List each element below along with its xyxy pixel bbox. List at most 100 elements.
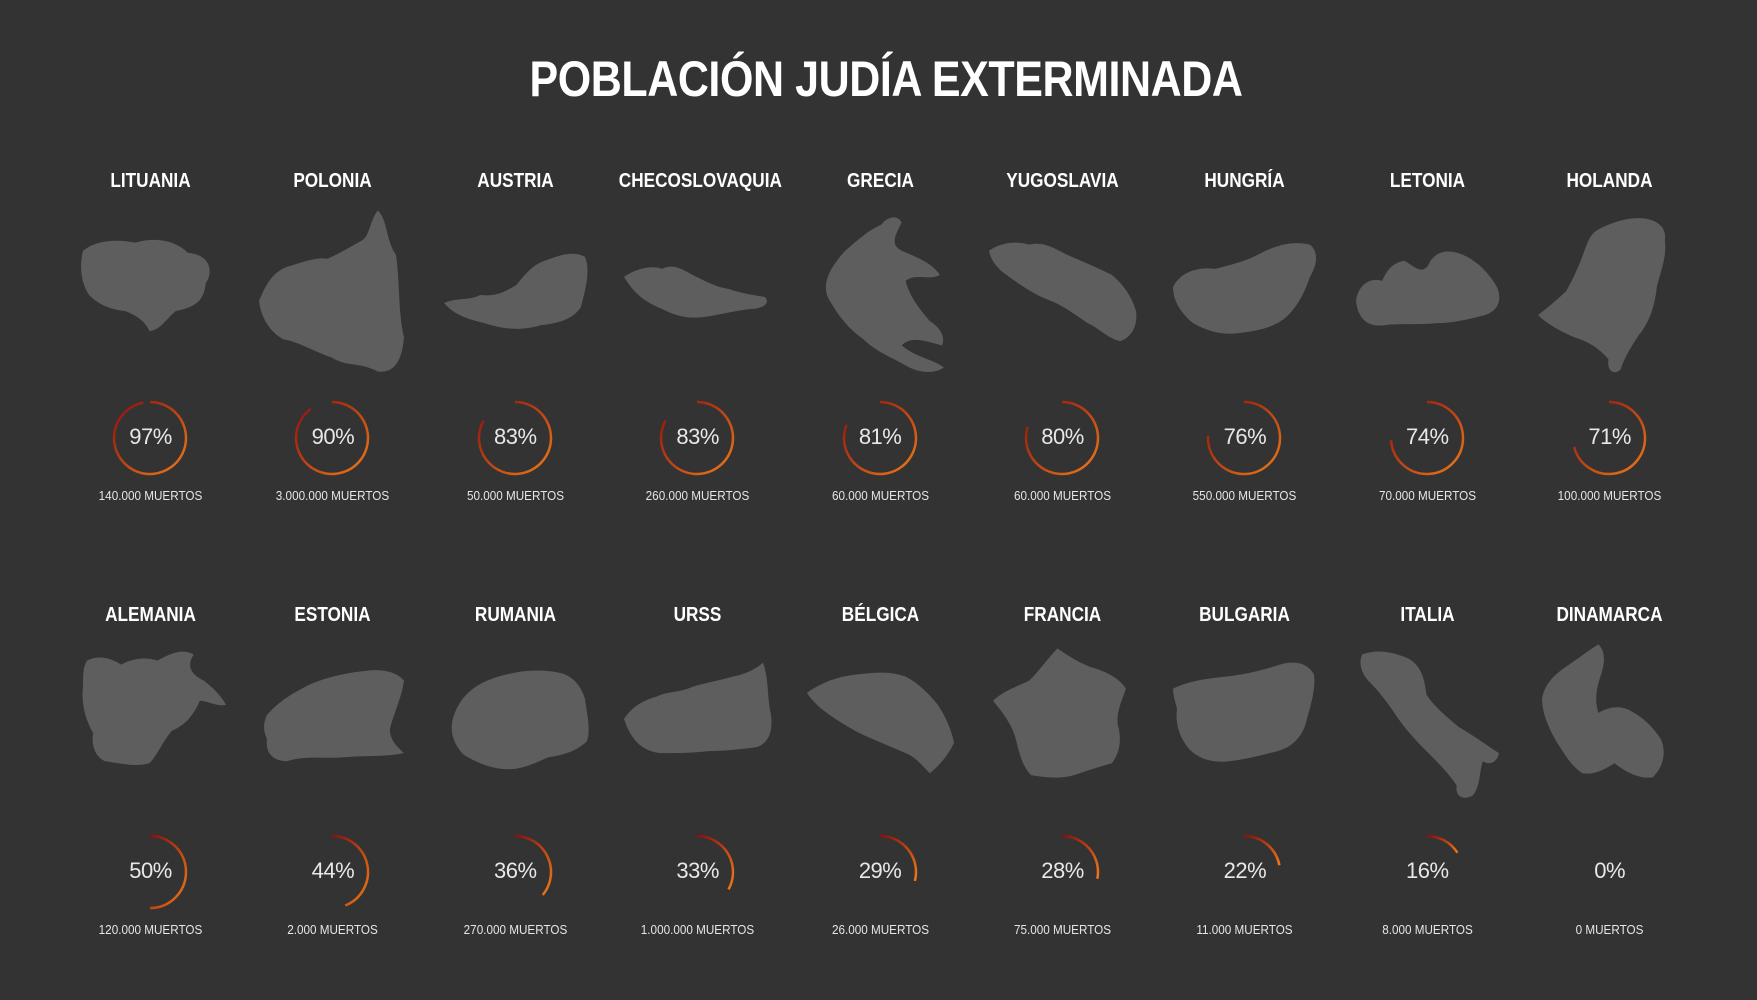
page-title: POBLACIÓN JUDÍA EXTERMINADA	[529, 51, 1243, 107]
percent-ring	[842, 400, 917, 476]
lithuania-map-shape	[81, 239, 210, 332]
deaths-label: 11.000 MUERTOS	[1196, 922, 1294, 937]
country-name: URSS	[673, 604, 722, 626]
country-name: RUMANIA	[474, 604, 556, 626]
percent-ring	[697, 834, 735, 890]
country-name: HOLANDA	[1566, 170, 1653, 192]
france-map-icon	[993, 648, 1126, 778]
percent-label: 50%	[129, 858, 172, 883]
country-name: YUGOSLAVIA	[1006, 170, 1119, 192]
percent-arc	[659, 400, 735, 476]
deaths-label: 75.000 MUERTOS	[1013, 922, 1112, 937]
ussr-map-shape	[624, 662, 772, 754]
country-name: CHECOSLOVAQUIA	[618, 170, 783, 192]
czechoslovakia-map-icon	[624, 266, 768, 318]
percent-ring	[1061, 834, 1100, 879]
percent-arc	[112, 400, 188, 476]
percent-arc	[295, 400, 370, 476]
czechoslovakia-map-shape	[624, 266, 768, 318]
country-card-francia: FRANCIA 28% 75.000 MUERTOS	[971, 604, 1154, 984]
italy-map-icon	[1360, 651, 1499, 798]
italy-map-shape	[1360, 651, 1499, 798]
denmark-map-shape	[1542, 644, 1664, 778]
percent-label: 90%	[311, 424, 355, 449]
greece-map-icon	[825, 217, 944, 372]
country-name: FRANCIA	[1023, 604, 1102, 626]
deaths-label: 60.000 MUERTOS	[1013, 488, 1112, 503]
country-name: BULGARIA	[1199, 604, 1291, 626]
percent-ring	[1244, 834, 1281, 866]
deaths-label: 60.000 MUERTOS	[831, 488, 929, 503]
deaths-label: 0 MUERTOS	[1575, 922, 1644, 937]
country-card-hungria: HUNGRÍA 76% 550.000 MUERTOS	[1153, 170, 1336, 550]
percent-arc	[1426, 834, 1459, 854]
country-card-estonia: ESTONIA 44% 2.000 MUERTOS	[241, 604, 424, 984]
percent-label: 83%	[676, 424, 719, 449]
country-name: LITUANIA	[110, 170, 191, 192]
country-name: GRECIA	[846, 170, 914, 192]
country-name: AUSTRIA	[477, 170, 554, 192]
percent-label: 16%	[1406, 858, 1449, 883]
percent-ring	[477, 400, 552, 476]
latvia-map-icon	[1355, 251, 1500, 326]
percent-arc	[1573, 400, 1647, 476]
deaths-label: 26.000 MUERTOS	[831, 922, 929, 937]
percent-label: 29%	[858, 858, 902, 883]
country-card-austria: AUSTRIA 83% 50.000 MUERTOS	[424, 170, 607, 550]
denmark-map-icon	[1542, 644, 1664, 778]
deaths-label: 50.000 MUERTOS	[466, 488, 564, 503]
percent-label: 76%	[1223, 424, 1267, 449]
country-name: LETONIA	[1389, 170, 1465, 192]
estonia-map-icon	[264, 670, 405, 762]
deaths-label: 260.000 MUERTOS	[645, 488, 750, 503]
country-card-polonia: POLONIA 90% 3.000.000 MUERTOS	[241, 170, 424, 550]
yugoslavia-map-icon	[989, 242, 1137, 342]
deaths-label: 8.000 MUERTOS	[1381, 922, 1473, 937]
percent-ring	[295, 400, 370, 476]
country-card-alemania: ALEMANIA 50% 120.000 MUERTOS	[59, 604, 242, 984]
belgium-map-shape	[806, 672, 954, 774]
percent-ring	[332, 834, 370, 907]
percent-label: 33%	[676, 858, 719, 883]
country-card-urss: URSS 33% 1.000.000 MUERTOS	[606, 604, 789, 984]
percent-arc	[697, 834, 735, 890]
romania-map-icon	[451, 670, 589, 770]
percent-arc	[1061, 834, 1100, 879]
percent-arc	[1024, 400, 1100, 476]
percent-ring	[1389, 400, 1464, 476]
percent-ring	[1024, 400, 1100, 476]
bulgaria-map-shape	[1173, 662, 1315, 762]
poland-map-shape	[259, 210, 405, 372]
country-card-lituania: LITUANIA 97% 140.000 MUERTOS	[59, 170, 242, 550]
estonia-map-shape	[264, 670, 405, 762]
percent-arc	[1389, 400, 1464, 476]
deaths-label: 120.000 MUERTOS	[98, 922, 203, 937]
country-card-dinamarca: DINAMARCA 0% 0 MUERTOS	[1518, 604, 1701, 984]
deaths-label: 3.000.000 MUERTOS	[276, 488, 390, 503]
deaths-label: 2.000 MUERTOS	[287, 922, 379, 937]
country-card-holanda: HOLANDA 71% 100.000 MUERTOS	[1518, 170, 1701, 550]
percent-arc	[332, 834, 370, 907]
percent-arc	[842, 400, 917, 476]
netherlands-map-shape	[1538, 218, 1666, 373]
poland-map-icon	[259, 210, 405, 372]
percent-arc	[477, 400, 552, 476]
latvia-map-shape	[1355, 251, 1500, 326]
hungary-map-shape	[1173, 243, 1317, 334]
percent-arc	[1207, 400, 1282, 476]
country-card-bulgaria: BULGARIA 22% 11.000 MUERTOS	[1153, 604, 1336, 984]
ussr-map-icon	[624, 662, 772, 754]
percent-ring	[149, 834, 188, 910]
percent-label: 74%	[1406, 424, 1449, 449]
percent-label: 81%	[858, 424, 902, 449]
country-card-rumania: RUMANIA 36% 270.000 MUERTOS	[424, 604, 607, 984]
yugoslavia-map-shape	[989, 242, 1137, 342]
percent-label: 44%	[311, 858, 355, 883]
country-name: ESTONIA	[294, 604, 371, 626]
deaths-label: 550.000 MUERTOS	[1193, 488, 1297, 503]
lithuania-map-icon	[81, 239, 210, 332]
deaths-label: 100.000 MUERTOS	[1557, 488, 1662, 503]
country-card-yugoslavia: YUGOSLAVIA 80% 60.000 MUERTOS	[971, 170, 1154, 550]
deaths-label: 70.000 MUERTOS	[1378, 488, 1476, 503]
germany-map-shape	[82, 651, 226, 765]
